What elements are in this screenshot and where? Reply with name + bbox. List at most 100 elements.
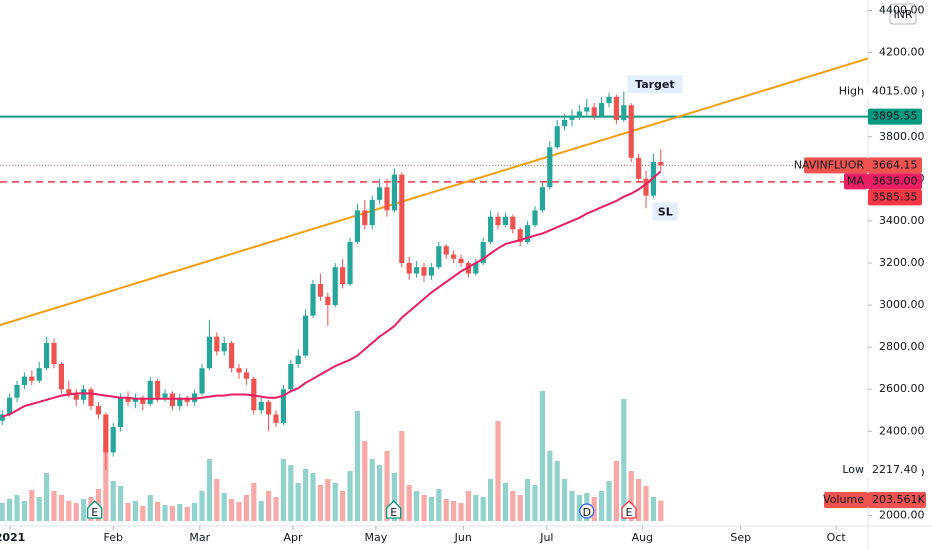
volume-bar — [613, 461, 619, 521]
x-tick-label: Aug — [632, 531, 653, 544]
volume-bar — [36, 497, 42, 521]
candle-body — [44, 342, 50, 369]
candle-body — [525, 225, 531, 242]
volume-bar — [532, 485, 538, 521]
candle-body — [606, 96, 612, 104]
candle-body — [162, 393, 168, 398]
volume-bar — [206, 459, 213, 521]
candle-body — [192, 393, 198, 402]
volume-bar — [192, 503, 198, 521]
candle-body — [66, 389, 72, 394]
ma-value: 3636.00 — [872, 174, 918, 187]
low-name-box — [838, 462, 868, 478]
volume-bar — [236, 502, 242, 521]
volume-bar — [406, 485, 412, 521]
support-value-box — [868, 189, 922, 206]
resistance-value-box — [868, 108, 922, 125]
candle-body — [539, 187, 545, 211]
candle-body — [103, 414, 109, 453]
volume-bar — [517, 495, 523, 521]
annotation-text: Target — [635, 78, 675, 91]
candle-body — [51, 342, 57, 364]
candle-body — [436, 246, 442, 268]
volume-bar — [347, 471, 353, 521]
candle-body — [95, 406, 102, 415]
candle-body — [643, 178, 649, 196]
event-label: E — [91, 506, 98, 519]
candle-body — [554, 126, 560, 148]
resistance-value: 3895.55 — [872, 110, 918, 123]
moving-average — [1, 170, 662, 418]
volume-name-box — [824, 492, 868, 508]
volume-bar — [488, 479, 494, 521]
candle-body — [495, 216, 501, 226]
candle-body — [14, 385, 20, 398]
volume-bar — [332, 483, 338, 521]
volume-name: Volume — [823, 493, 864, 506]
volume-bar — [658, 500, 664, 521]
volume-bar — [177, 504, 183, 521]
candle-body — [547, 147, 553, 188]
candle-body — [303, 315, 309, 356]
currency[interactable]: INR — [893, 8, 912, 21]
volume-bar — [377, 465, 383, 521]
y-tick-label: 3800.00 — [879, 130, 925, 143]
x-tick-label: Jul — [539, 531, 553, 544]
x-tick-label: Jun — [454, 531, 472, 544]
volume-bar — [340, 491, 346, 521]
volume-bar — [636, 479, 642, 521]
volume-bar — [428, 497, 434, 521]
volume-bar — [103, 445, 109, 521]
volume-bar — [510, 491, 516, 521]
volume-bar — [547, 451, 553, 521]
candle-body — [569, 115, 575, 120]
volume-bar — [44, 473, 50, 521]
volume-bar — [569, 491, 575, 521]
candle-body — [125, 397, 131, 402]
candle-body — [236, 368, 242, 373]
x-tick-label: Oct — [827, 531, 847, 544]
candle-body — [480, 241, 486, 263]
low-name: Low — [842, 463, 864, 476]
volume-bar — [251, 483, 257, 521]
volume-bar — [66, 501, 72, 521]
volume-bar — [266, 491, 272, 521]
volume-bar — [562, 479, 568, 521]
candle-body — [206, 336, 213, 369]
y-tick-label: 2600.00 — [879, 382, 925, 395]
candle-body — [354, 210, 361, 242]
annotation-text: SL — [658, 205, 673, 218]
candle-body — [155, 380, 161, 398]
volume-bar — [295, 483, 301, 521]
low-value: 2217.40 — [872, 463, 918, 476]
candle-body — [317, 284, 324, 297]
candle-body — [406, 263, 412, 274]
candle-body — [221, 342, 227, 352]
volume-bar — [132, 501, 139, 521]
volume-bar — [162, 505, 168, 521]
volume-bar — [495, 421, 501, 521]
low-value-box — [868, 462, 922, 478]
volume-bar — [384, 451, 390, 521]
candle-body — [510, 216, 516, 230]
event-label: E — [626, 506, 633, 519]
candle-body — [517, 229, 523, 242]
x-tick-label: Sep — [730, 531, 751, 544]
volume-bar — [599, 491, 605, 521]
candle-body — [636, 157, 642, 179]
volume-bar — [369, 459, 375, 521]
currency-box[interactable] — [889, 3, 917, 25]
x-tick-label: 2021 — [0, 531, 25, 544]
candle-body — [169, 393, 176, 407]
volume-bar — [591, 497, 597, 521]
volume-bar — [451, 501, 457, 521]
candle-body — [0, 414, 5, 421]
volume-bar — [81, 499, 87, 521]
candle-body — [332, 267, 338, 306]
candle-body — [140, 397, 146, 404]
volume-bar — [436, 489, 442, 521]
x-tick-label: Feb — [103, 531, 122, 544]
volume-bar — [7, 499, 13, 521]
candle-body — [243, 372, 250, 379]
candle-body — [399, 174, 405, 263]
